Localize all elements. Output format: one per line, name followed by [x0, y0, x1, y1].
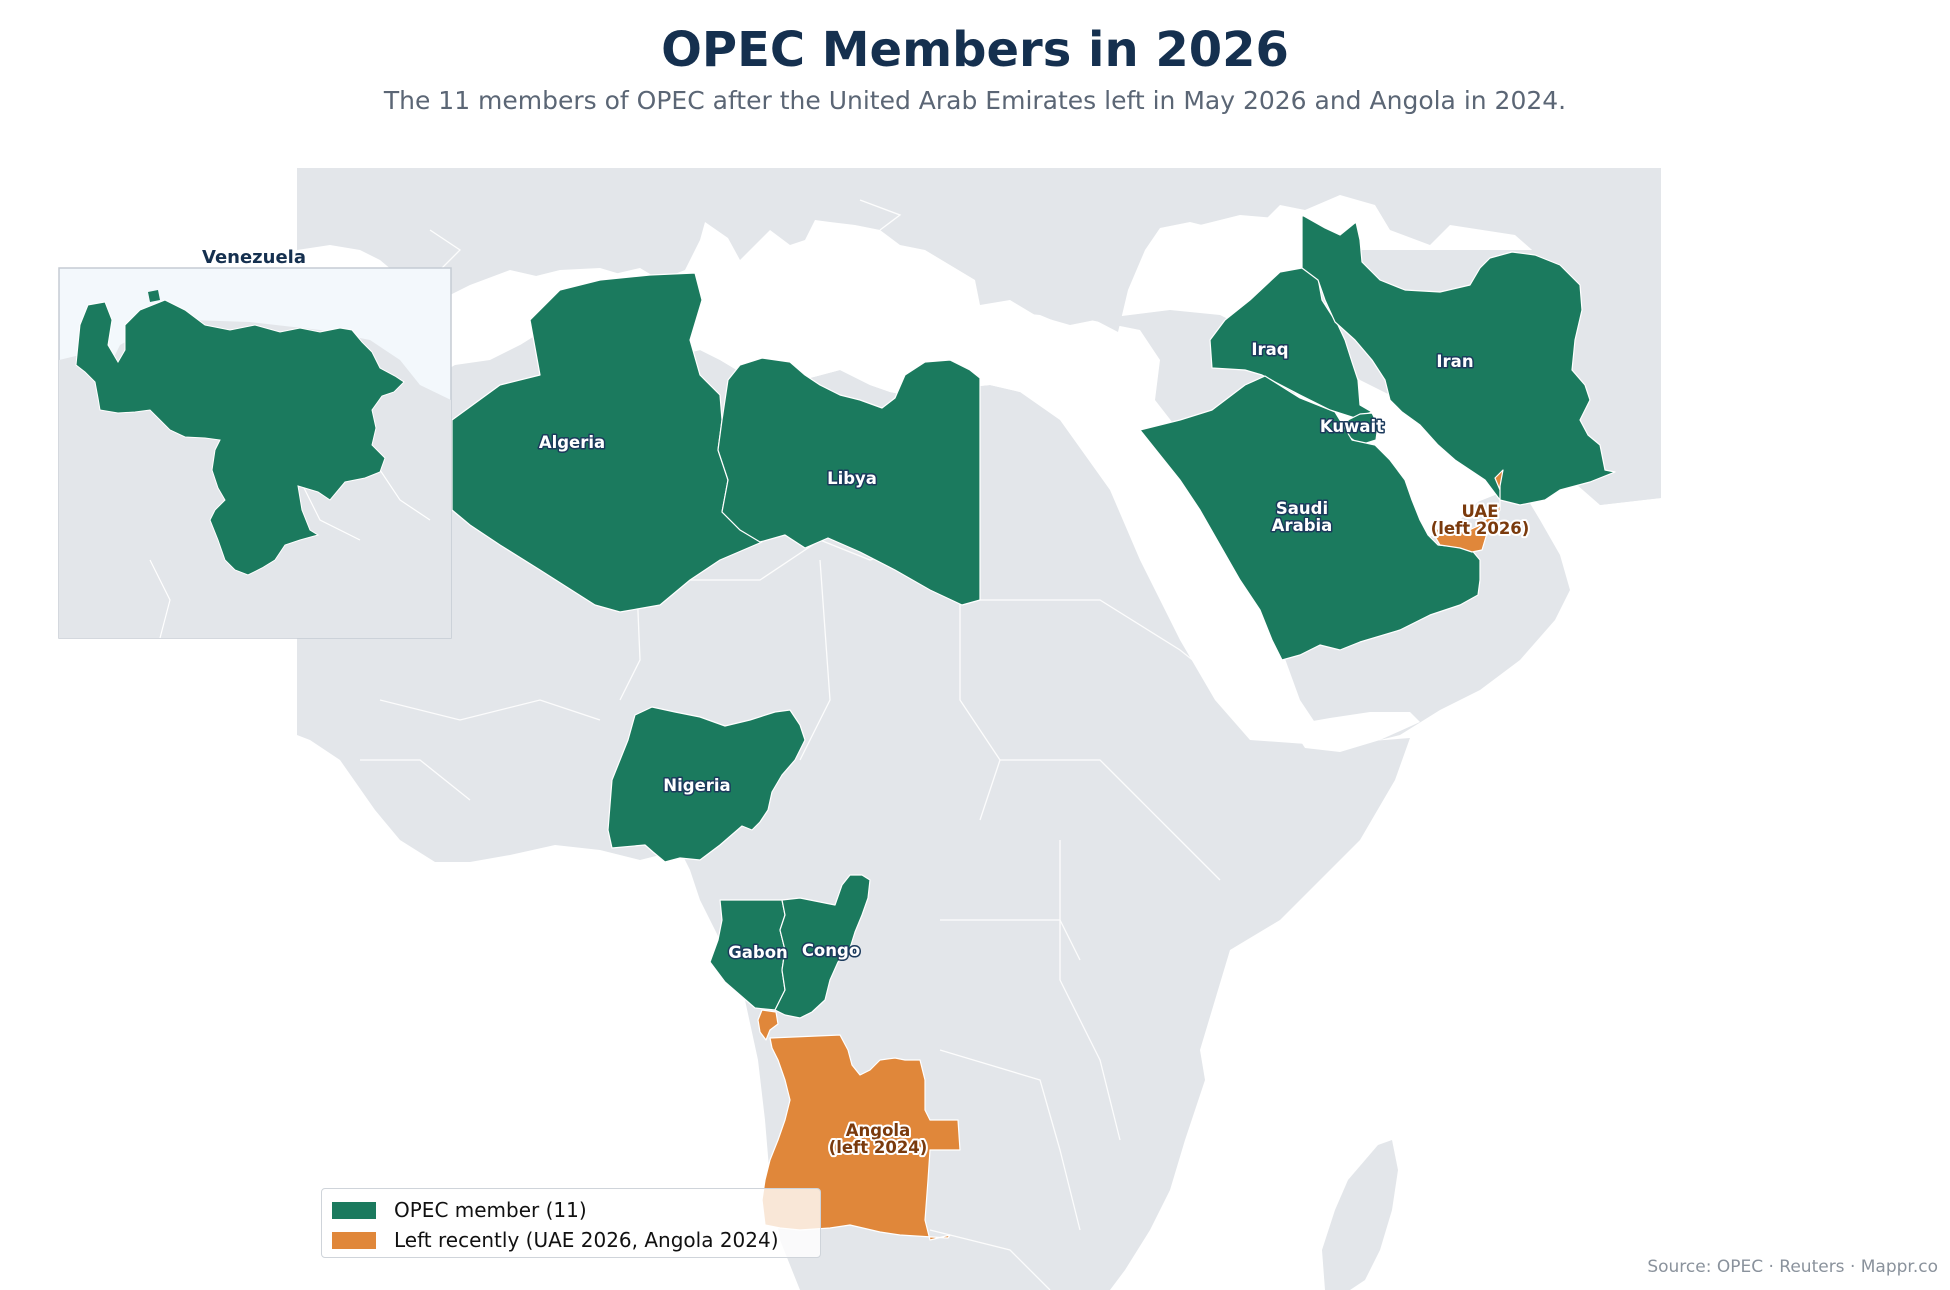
source-note: Source: OPEC · Reuters · Mappr.co: [1647, 1257, 1938, 1277]
legend-label-left: Left recently (UAE 2026, Angola 2024): [394, 1228, 779, 1252]
legend: OPEC member (11) Left recently (UAE 2026…: [321, 1188, 821, 1258]
map-subtitle: The 11 members of OPEC after the United …: [383, 86, 1567, 115]
label-nigeria: Nigeria: [663, 776, 730, 795]
country-congo[interactable]: [774, 874, 871, 1019]
inset-title: Venezuela: [202, 247, 306, 268]
sea-persian-gulf: [1388, 410, 1510, 510]
country-libya[interactable]: [717, 357, 981, 606]
label-uae-line1: UAE: [1462, 502, 1499, 521]
legend-label-member: OPEC member (11): [394, 1198, 587, 1222]
country-shapes: [451, 214, 1616, 1241]
legend-item-member: OPEC member (11): [332, 1195, 810, 1225]
land-europe-asia: [297, 168, 1661, 505]
inset-borders: [149, 469, 431, 638]
sea-gulf-of-aden: [1290, 712, 1420, 752]
label-libya: Libya: [827, 469, 877, 488]
land-madagascar: [1322, 1140, 1398, 1290]
label-algeria: Algeria: [539, 433, 605, 452]
country-iran[interactable]: [1301, 214, 1616, 506]
legend-swatch-left: [332, 1231, 376, 1249]
country-venezuela[interactable]: [75, 299, 405, 576]
label-angola-line1: Angola: [846, 1121, 910, 1140]
label-congo: Congo: [802, 941, 860, 960]
label-saudi-arabia-line1: Saudi: [1276, 499, 1328, 518]
label-angola-line2: (left 2024): [829, 1138, 928, 1157]
label-saudi-arabia-line2: Arabia: [1272, 516, 1333, 535]
legend-item-left: Left recently (UAE 2026, Angola 2024): [332, 1225, 810, 1255]
country-nigeria[interactable]: [607, 706, 806, 863]
country-saudi-arabia[interactable]: [1139, 375, 1481, 661]
venezuela-margarita: [148, 290, 160, 302]
label-gabon: Gabon: [728, 943, 788, 962]
label-iraq: Iraq: [1251, 340, 1288, 359]
venezuela-inset: Venezuela: [58, 247, 452, 639]
label-uae-line2: (left 2026): [1431, 519, 1530, 538]
country-angola-cabinda[interactable]: [757, 1009, 779, 1041]
label-iran: Iran: [1436, 352, 1473, 371]
label-kuwait: Kuwait: [1320, 417, 1384, 436]
country-labels: Algeria Libya Iraq Iran Kuwait Saudi Ara…: [537, 339, 1531, 1160]
map-title: OPEC Members in 2026: [661, 22, 1289, 78]
country-uae[interactable]: [1429, 469, 1504, 553]
legend-swatch-member: [332, 1201, 376, 1219]
